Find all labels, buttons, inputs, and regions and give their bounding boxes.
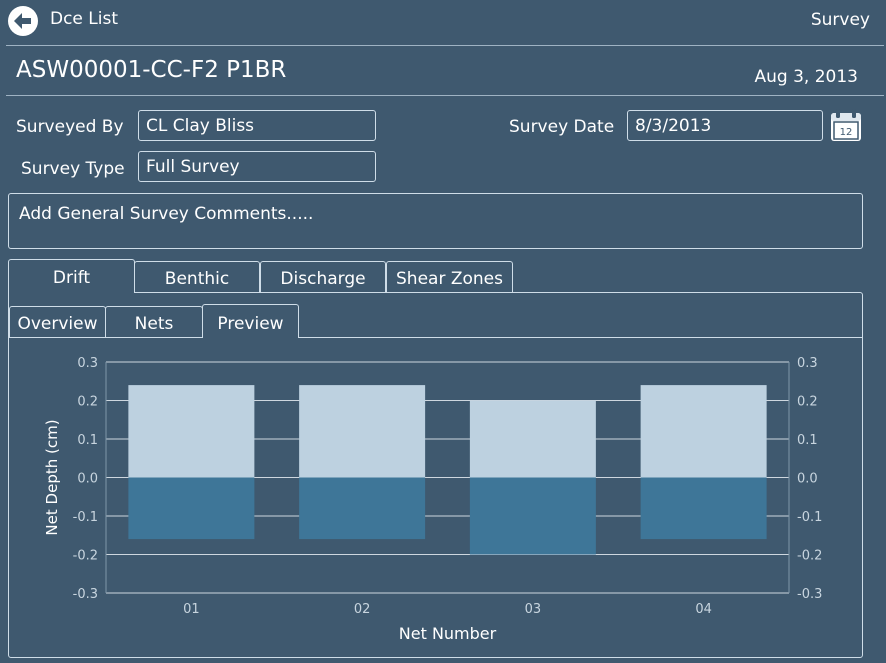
record-title: ASW00001-CC-F2 P1BR: [16, 57, 287, 83]
bar-positive: [469, 400, 596, 478]
divider: [6, 95, 884, 96]
survey-date-field[interactable]: [627, 110, 823, 141]
comments-field[interactable]: Add General Survey Comments.....: [8, 193, 863, 249]
survey-type-label: Survey Type: [21, 159, 125, 179]
subtab-label: Nets: [134, 314, 174, 334]
tab-panel: [8, 292, 863, 658]
bar-positive: [299, 385, 426, 478]
y2-tick-label: -0.1: [797, 510, 822, 525]
y-tick-label: 0.1: [77, 433, 98, 448]
net-depth-chart: 0.3 0.3 0.2 0.2 0.1 0.1 0.0 0.0 -0.1 -0.1 -0.2 -0.2…: [43, 356, 822, 643]
subtab-nets[interactable]: Nets: [105, 306, 203, 337]
tab-label: Discharge: [280, 269, 366, 289]
y2-tick-label: 0.3: [797, 356, 818, 371]
y-tick-label: 0.2: [77, 395, 98, 410]
bar-positive: [640, 385, 767, 478]
calendar-button[interactable]: 12: [830, 109, 862, 142]
bar-negative: [469, 477, 596, 555]
surveyed-by-field[interactable]: [138, 110, 376, 141]
calendar-day: 12: [840, 127, 853, 138]
tab-label: Drift: [52, 268, 91, 288]
survey-type-field[interactable]: [138, 151, 376, 182]
tab-shear-zones[interactable]: Shear Zones: [386, 261, 513, 292]
record-date: Aug 3, 2013: [754, 67, 859, 87]
y2-tick-label: 0.2: [797, 395, 818, 410]
back-label[interactable]: Dce List: [50, 9, 119, 29]
tab-discharge[interactable]: Discharge: [260, 261, 386, 292]
tab-benthic[interactable]: Benthic: [134, 261, 260, 292]
tab-label: Benthic: [164, 269, 230, 289]
top-bar: Dce List Survey: [0, 0, 886, 44]
y2-tick-label: 0.1: [797, 433, 818, 448]
bar-negative: [128, 477, 255, 540]
screen-title: Survey: [810, 10, 870, 30]
x-axis-title: Net Number: [399, 624, 497, 643]
subtab-panel: [9, 337, 862, 658]
surveyed-by-label: Surveyed By: [16, 117, 124, 137]
bar-negative: [299, 477, 426, 540]
arrow-left-icon: [14, 13, 31, 29]
divider: [6, 45, 884, 46]
tab-drift[interactable]: Drift: [8, 259, 135, 293]
x-tick-label: 02: [354, 602, 371, 617]
y-tick-label: 0.0: [77, 472, 98, 487]
subtab-label: Preview: [217, 314, 284, 334]
y-tick-label: 0.3: [77, 356, 98, 371]
x-tick-label: 03: [525, 602, 542, 617]
y-tick-label: -0.3: [73, 587, 98, 602]
x-tick-label: 01: [183, 602, 200, 617]
y2-tick-label: -0.2: [797, 549, 822, 564]
x-tick-label: 04: [695, 602, 712, 617]
bar-positive: [128, 385, 255, 478]
bar-negative: [640, 477, 767, 540]
subtab-label: Overview: [17, 314, 98, 334]
calendar-icon: 12: [831, 109, 861, 141]
y-tick-label: -0.1: [73, 510, 98, 525]
back-button[interactable]: [8, 6, 38, 36]
y-axis-title: Net Depth (cm): [43, 419, 61, 535]
y2-tick-label: 0.0: [797, 472, 818, 487]
y2-tick-label: -0.3: [797, 587, 822, 602]
subtab-overview[interactable]: Overview: [9, 306, 106, 337]
tab-label: Shear Zones: [396, 269, 503, 289]
subtab-preview[interactable]: Preview: [202, 304, 299, 338]
survey-date-label: Survey Date: [509, 117, 615, 137]
y-tick-label: -0.2: [73, 549, 98, 564]
